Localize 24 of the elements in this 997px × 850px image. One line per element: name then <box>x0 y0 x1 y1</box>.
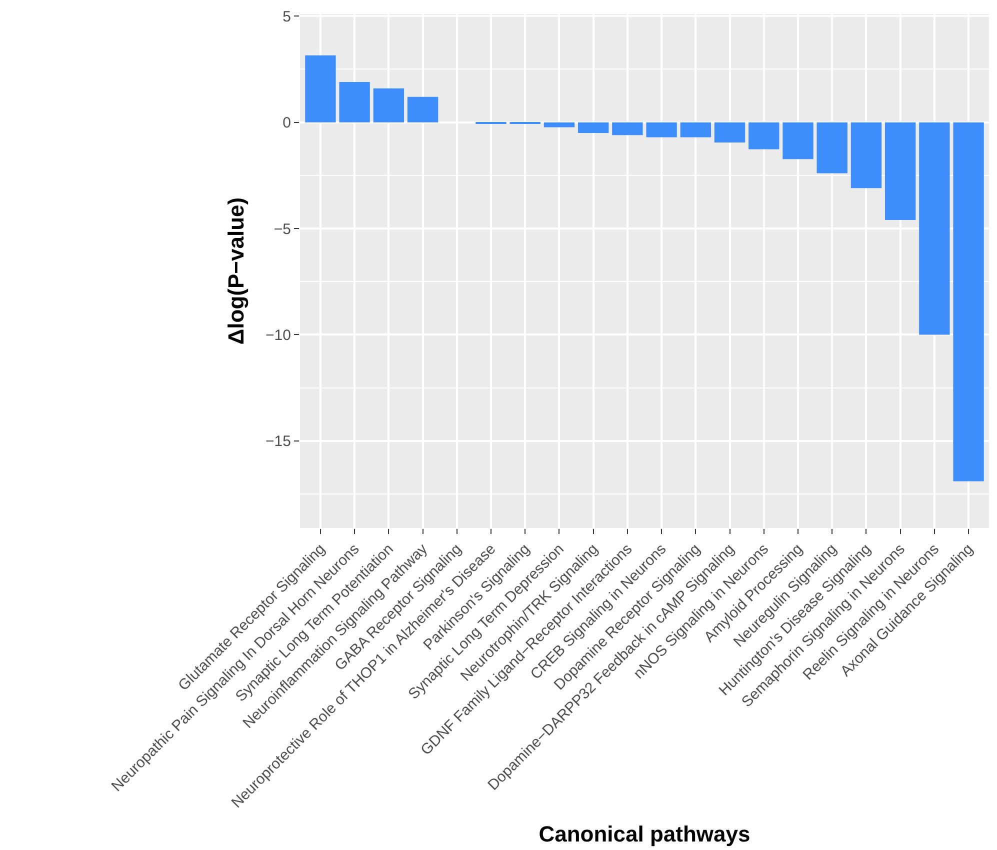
y-tick-label: 5 <box>282 8 291 26</box>
bar <box>850 122 882 188</box>
y-axis-title: Δlog(P−value) <box>223 197 248 345</box>
bar <box>748 122 780 150</box>
bar <box>953 122 984 482</box>
bar <box>816 122 848 174</box>
bar <box>646 122 677 138</box>
bar <box>919 122 950 335</box>
x-axis-title: Canonical pathways <box>538 821 750 846</box>
y-tick-label: −15 <box>266 433 291 450</box>
bar <box>714 122 746 142</box>
bar <box>305 55 336 122</box>
bar <box>612 122 643 136</box>
y-tick-label: −10 <box>266 326 291 344</box>
bar <box>339 82 370 122</box>
bar <box>578 122 609 133</box>
bar <box>680 122 712 138</box>
bar <box>782 122 814 160</box>
bar <box>884 122 916 220</box>
y-tick-label: −5 <box>274 220 291 238</box>
bar <box>373 88 404 122</box>
bar <box>407 96 438 122</box>
y-tick-label: 0 <box>282 114 291 132</box>
bar <box>544 122 575 128</box>
